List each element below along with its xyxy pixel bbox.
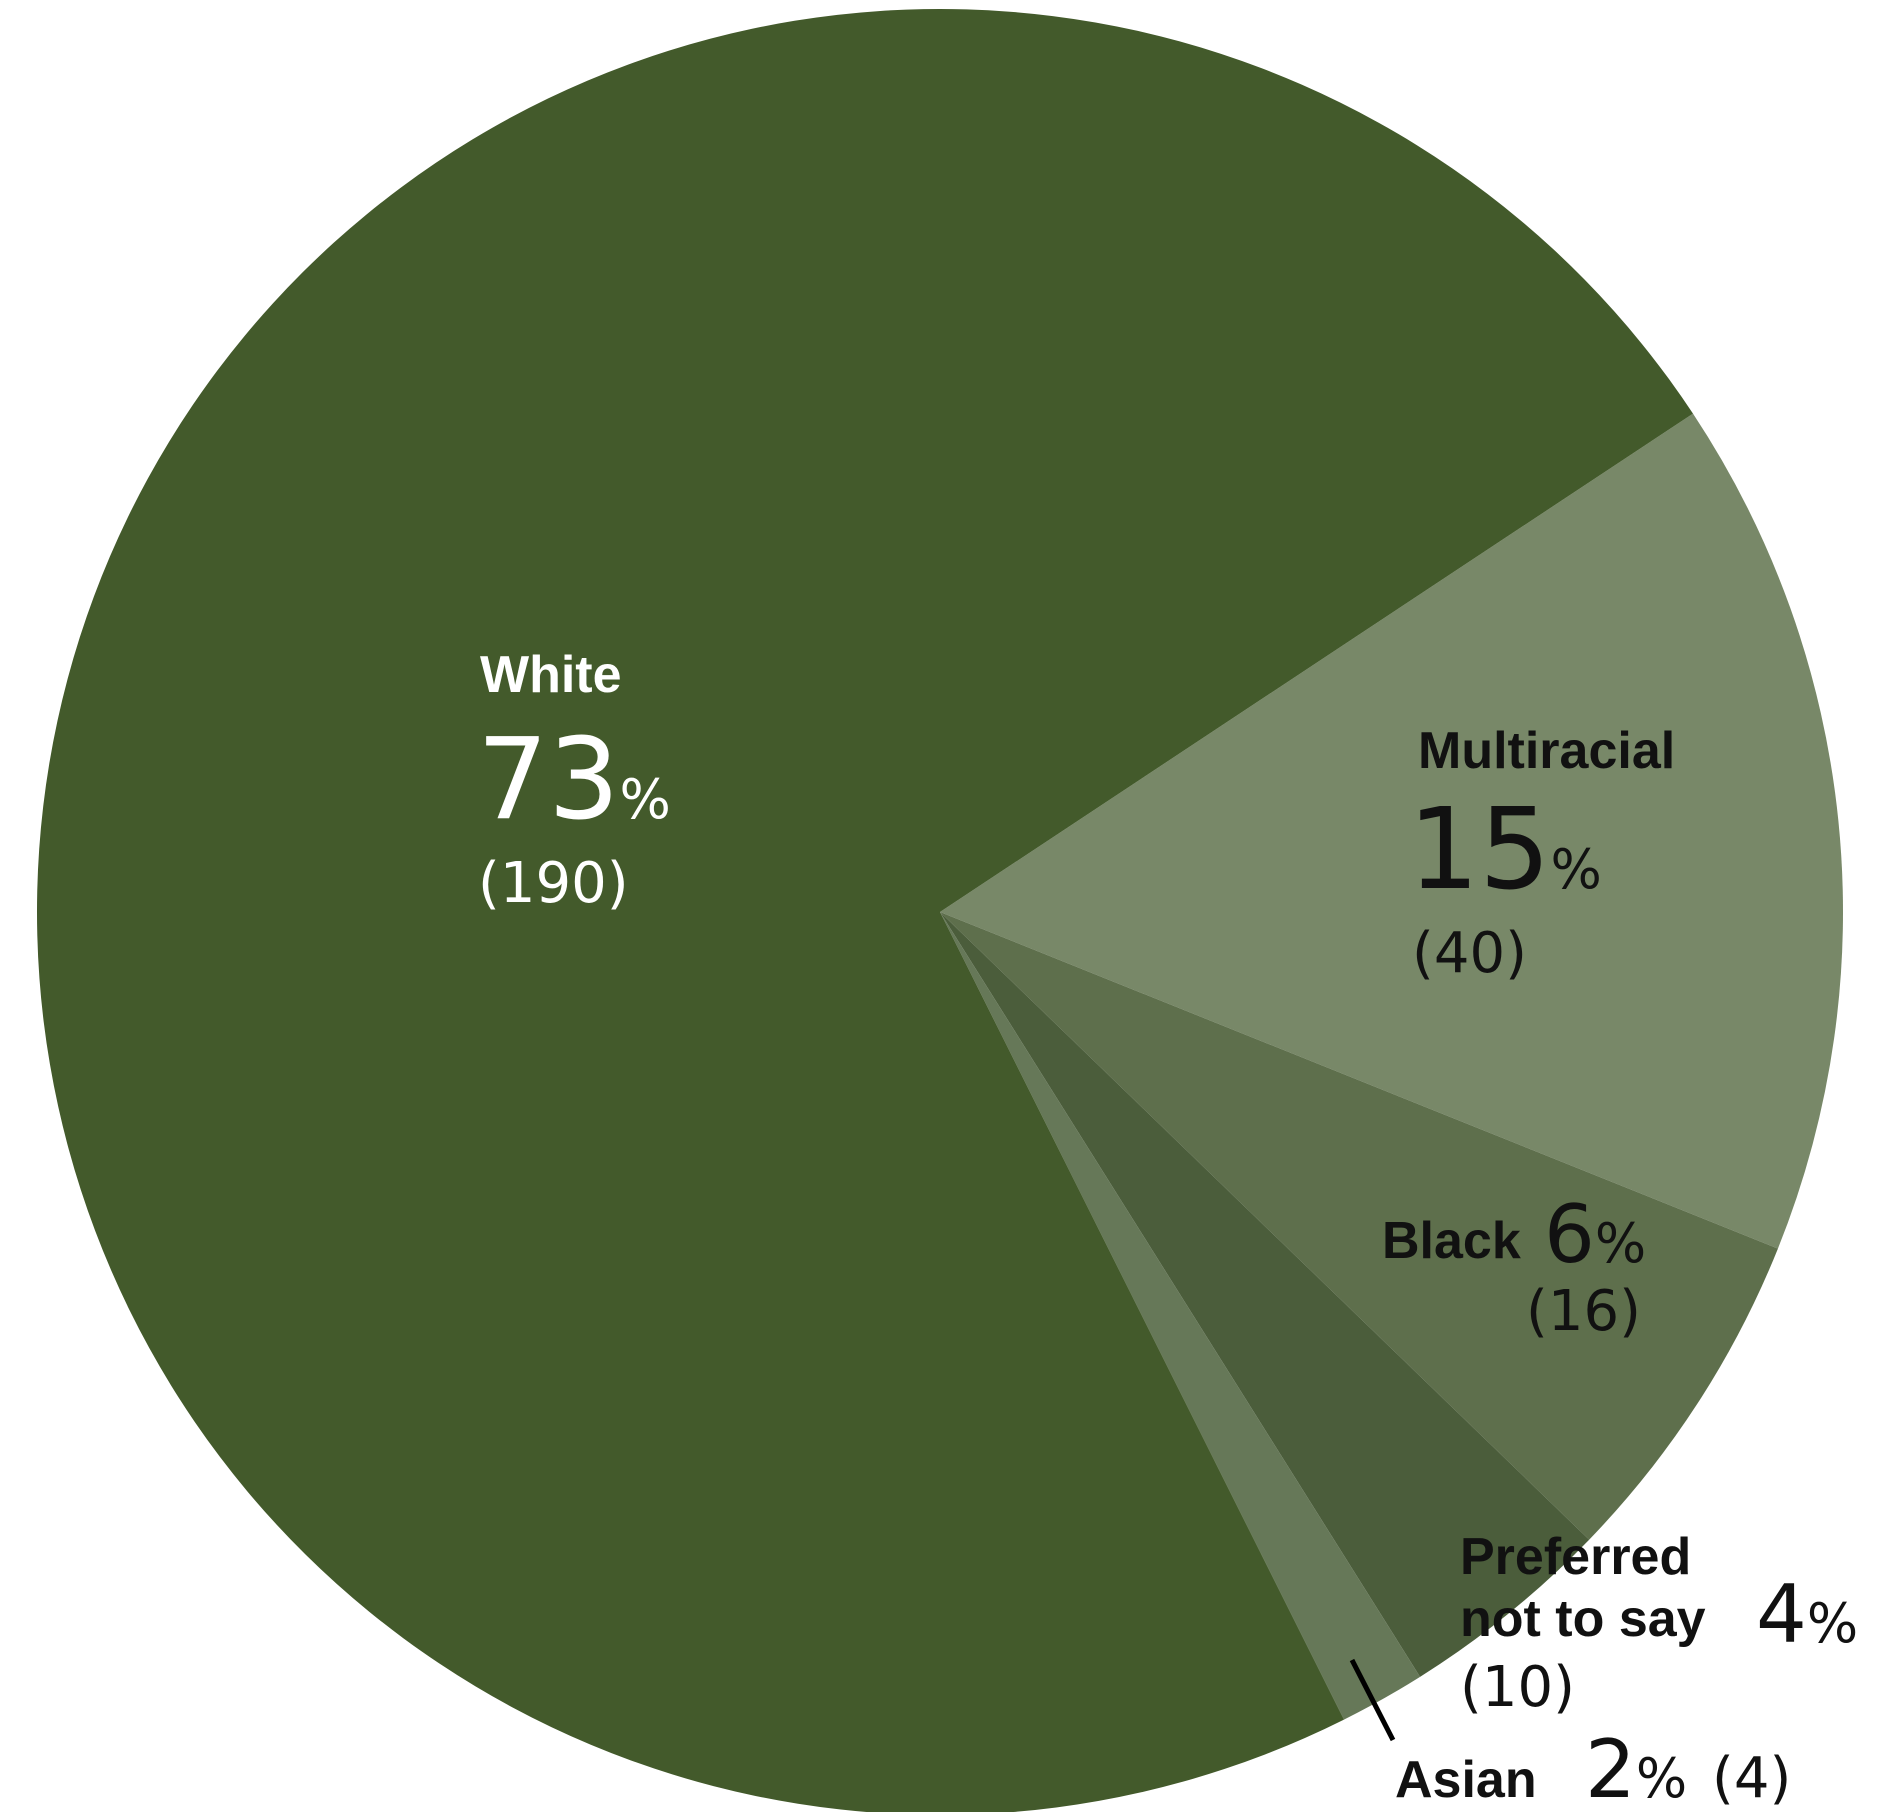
slice-name-black: Black xyxy=(1382,1212,1521,1270)
slice-name-preferred-line1: Preferred xyxy=(1460,1528,1691,1586)
label-black: Black 6% (16) xyxy=(1382,1188,1646,1344)
slice-percent-preferred: 4% xyxy=(1756,1568,1858,1661)
slice-name-multiracial: Multiracial xyxy=(1418,722,1675,780)
slice-name-preferred-line2: not to say xyxy=(1460,1590,1706,1648)
slice-percent-black: 6% xyxy=(1544,1188,1646,1281)
pie-slices xyxy=(37,9,1844,1812)
slice-percent-multiracial: 15% xyxy=(1408,785,1602,915)
label-multiracial: Multiracial 15% (40) xyxy=(1408,722,1675,986)
slice-percent-white: 73% xyxy=(477,715,671,845)
pie-slice-preferred-not-to-say xyxy=(940,912,1590,1677)
asian-leader-line xyxy=(1349,1658,1396,1742)
slice-count-preferred: (10) xyxy=(1460,1655,1575,1720)
slice-count-multiracial: (40) xyxy=(1412,921,1527,986)
slice-name-white: White xyxy=(480,646,622,704)
slice-count-black: (16) xyxy=(1526,1279,1641,1344)
pie-slice-black xyxy=(940,912,1778,1540)
label-white: White 73% (190) xyxy=(477,646,671,916)
slice-count-white: (190) xyxy=(478,851,629,916)
slice-name-asian: Asian xyxy=(1395,1751,1537,1809)
slice-count-asian: (4) xyxy=(1712,1746,1791,1811)
pie-slice-white xyxy=(37,9,1693,1812)
slice-percent-asian: 2% xyxy=(1585,1723,1687,1812)
pie-slice-asian xyxy=(940,912,1421,1720)
label-asian: Asian 2% (4) xyxy=(1395,1723,1791,1812)
pie-slice-multiracial xyxy=(940,413,1844,1249)
label-preferred-not-to-say: Preferred not to say 4% (10) xyxy=(1460,1528,1858,1720)
